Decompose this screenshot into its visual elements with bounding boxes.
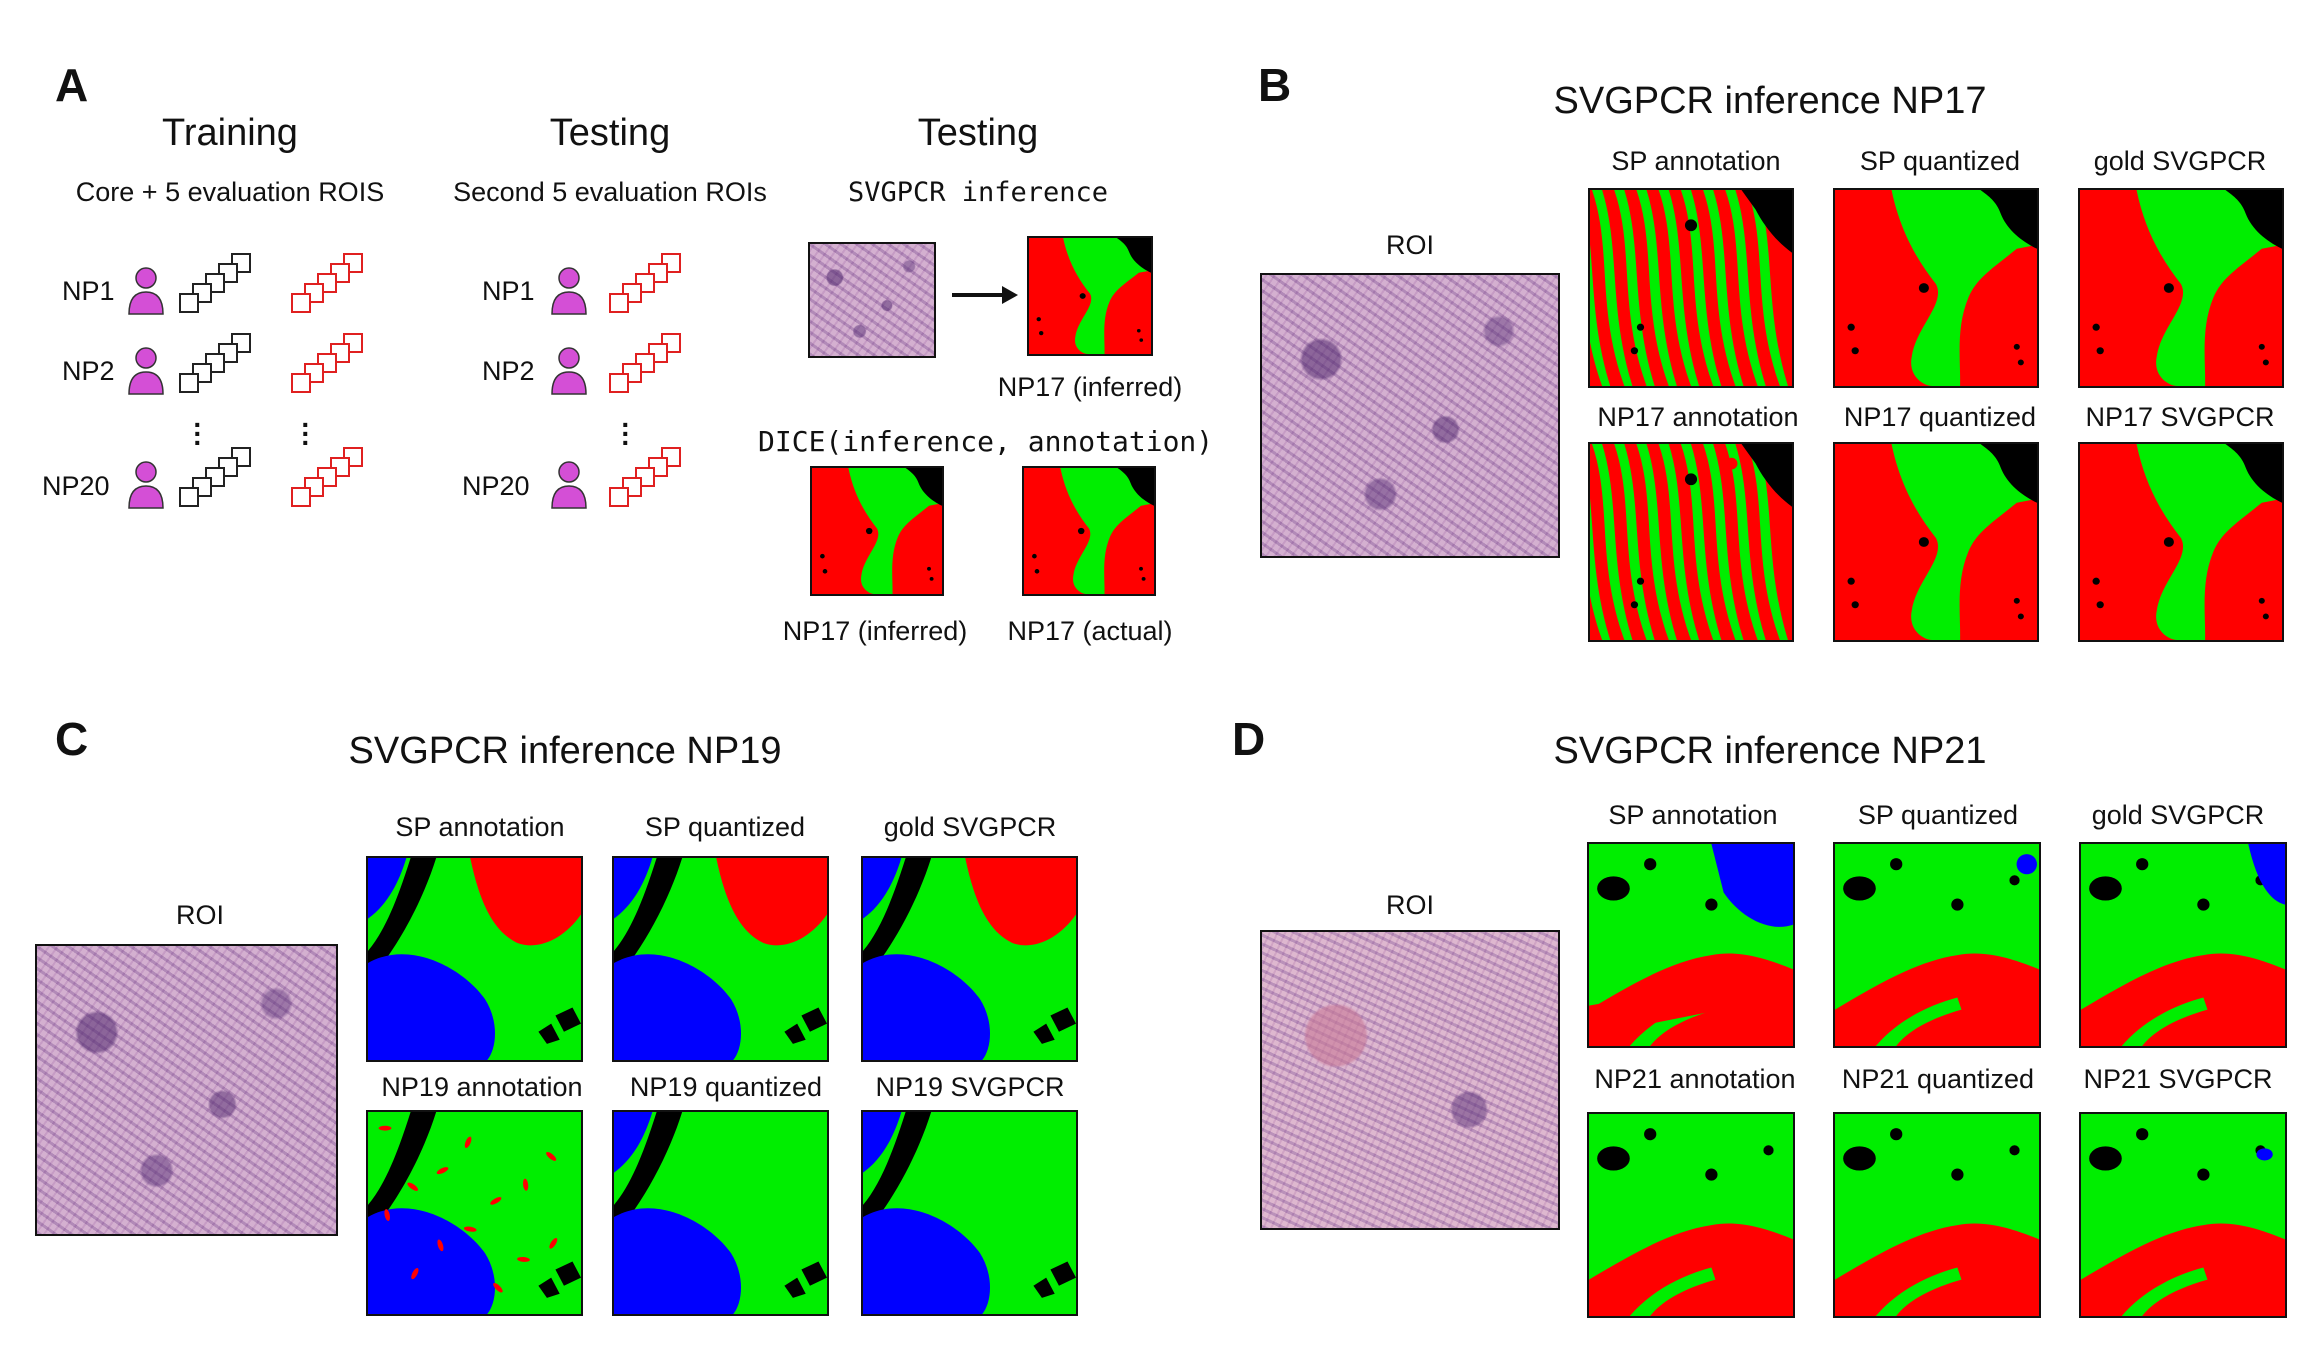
- d-top-label-2: SP quantized: [1857, 800, 2019, 830]
- ellipsis-icon: · · ·: [301, 409, 311, 458]
- d-gold-svgpcr-map: [2079, 842, 2287, 1048]
- b-top-label-2: SP quantized: [1859, 146, 2021, 176]
- testing-title-2: Testing: [917, 112, 1039, 154]
- d-bottom-label-3: NP21 SVGPCR: [2083, 1064, 2273, 1094]
- d-top-label-3: gold SVGPCR: [2091, 800, 2265, 830]
- panel-c-label: C: [55, 713, 89, 765]
- dice-right-caption: NP17 (actual): [1007, 616, 1173, 646]
- roi-stack-icon: [290, 330, 376, 401]
- c-np19-annotation-map: [366, 1110, 583, 1316]
- c-bottom-label-3: NP19 SVGPCR: [875, 1072, 1065, 1102]
- c-np19-quantized-map: [612, 1110, 829, 1316]
- roi-stack-icon: [178, 250, 264, 321]
- d-top-label-1: SP annotation: [1608, 800, 1778, 830]
- b-bottom-label-3: NP17 SVGPCR: [2085, 402, 2275, 432]
- row-label-np20-test: NP20: [462, 471, 530, 501]
- segmentation-map-dice-inferred: [810, 466, 944, 596]
- panel-b-title: SVGPCR inference NP17: [1553, 80, 1987, 122]
- c-bottom-label-2: NP19 quantized: [629, 1072, 823, 1102]
- panel-d-roi-label: ROI: [1385, 890, 1434, 920]
- inferred-caption: NP17 (inferred): [997, 372, 1183, 402]
- panel-b-roi-label: ROI: [1385, 230, 1434, 260]
- panel-d-title: SVGPCR inference NP21: [1553, 730, 1987, 772]
- roi-stack-icon: [290, 444, 376, 515]
- b-top-label-1: SP annotation: [1611, 146, 1781, 176]
- testing-subtitle-1: Second 5 evaluation ROIs: [453, 177, 767, 207]
- c-top-label-2: SP quantized: [644, 812, 806, 842]
- roi-stack-icon: [290, 250, 376, 321]
- training-title: Training: [162, 112, 298, 154]
- b-bottom-label-2: NP17 quantized: [1843, 402, 2037, 432]
- b-top-label-3: gold SVGPCR: [2093, 146, 2267, 176]
- d-bottom-label-1: NP21 annotation: [1594, 1064, 1796, 1094]
- ellipsis-icon: · · ·: [621, 409, 631, 458]
- c-top-label-1: SP annotation: [395, 812, 565, 842]
- segmentation-map-inferred: [1027, 236, 1153, 356]
- inference-subtitle: SVGPCR inference: [847, 177, 1109, 208]
- c-sp-annotation-map: [366, 856, 583, 1062]
- ellipsis-icon: · · ·: [193, 409, 203, 458]
- annotator-person-icon: [127, 460, 165, 510]
- roi-stack-icon: [178, 444, 264, 515]
- b-bottom-label-1: NP17 annotation: [1597, 402, 1799, 432]
- panel-b-label: B: [1258, 59, 1292, 111]
- panel-c-title: SVGPCR inference NP19: [348, 730, 782, 772]
- row-label-np2-test: NP2: [482, 356, 535, 386]
- b-sp-annotation-map: [1588, 188, 1794, 388]
- panel-b-roi-image: [1260, 273, 1560, 558]
- testing-title-1: Testing: [549, 112, 671, 154]
- annotator-person-icon: [550, 460, 588, 510]
- c-gold-svgpcr-map: [861, 856, 1078, 1062]
- d-np21-annotation-map: [1587, 1112, 1795, 1318]
- b-sp-quantized-map: [1833, 188, 2039, 388]
- annotator-person-icon: [550, 266, 588, 316]
- dice-label: DICE(inference, annotation): [758, 425, 1214, 458]
- roi-stack-icon: [608, 250, 694, 321]
- d-sp-annotation-map: [1587, 842, 1795, 1048]
- row-label-np1-test: NP1: [482, 276, 535, 306]
- arrow-icon: [950, 280, 1020, 310]
- panel-a-label: A: [55, 59, 89, 111]
- panel-d-label: D: [1232, 713, 1266, 765]
- c-sp-quantized-map: [612, 856, 829, 1062]
- row-label-np2-train: NP2: [62, 356, 115, 386]
- d-sp-quantized-map: [1833, 842, 2041, 1048]
- panel-c-roi-label: ROI: [175, 900, 224, 930]
- roi-stack-icon: [608, 330, 694, 401]
- annotator-person-icon: [127, 346, 165, 396]
- roi-thumbnail-a: [808, 242, 936, 358]
- segmentation-map-dice-actual: [1022, 466, 1156, 596]
- b-gold-svgpcr-map: [2078, 188, 2284, 388]
- annotator-person-icon: [550, 346, 588, 396]
- dice-left-caption: NP17 (inferred): [782, 616, 968, 646]
- b-np17-svgpcr-map: [2078, 442, 2284, 642]
- b-np17-annotation-map: [1588, 442, 1794, 642]
- c-np19-svgpcr-map: [861, 1110, 1078, 1316]
- training-subtitle: Core + 5 evaluation ROIS: [75, 177, 385, 207]
- c-bottom-label-1: NP19 annotation: [381, 1072, 583, 1102]
- panel-d-roi-image: [1260, 930, 1560, 1230]
- row-label-np1-train: NP1: [62, 276, 115, 306]
- roi-stack-icon: [608, 444, 694, 515]
- row-label-np20-train: NP20: [42, 471, 110, 501]
- d-bottom-label-2: NP21 quantized: [1841, 1064, 2035, 1094]
- roi-stack-icon: [178, 330, 264, 401]
- d-np21-quantized-map: [1833, 1112, 2041, 1318]
- annotator-person-icon: [127, 266, 165, 316]
- panel-c-roi-image: [35, 944, 338, 1236]
- c-top-label-3: gold SVGPCR: [883, 812, 1057, 842]
- b-np17-quantized-map: [1833, 442, 2039, 642]
- d-np21-svgpcr-map: [2079, 1112, 2287, 1318]
